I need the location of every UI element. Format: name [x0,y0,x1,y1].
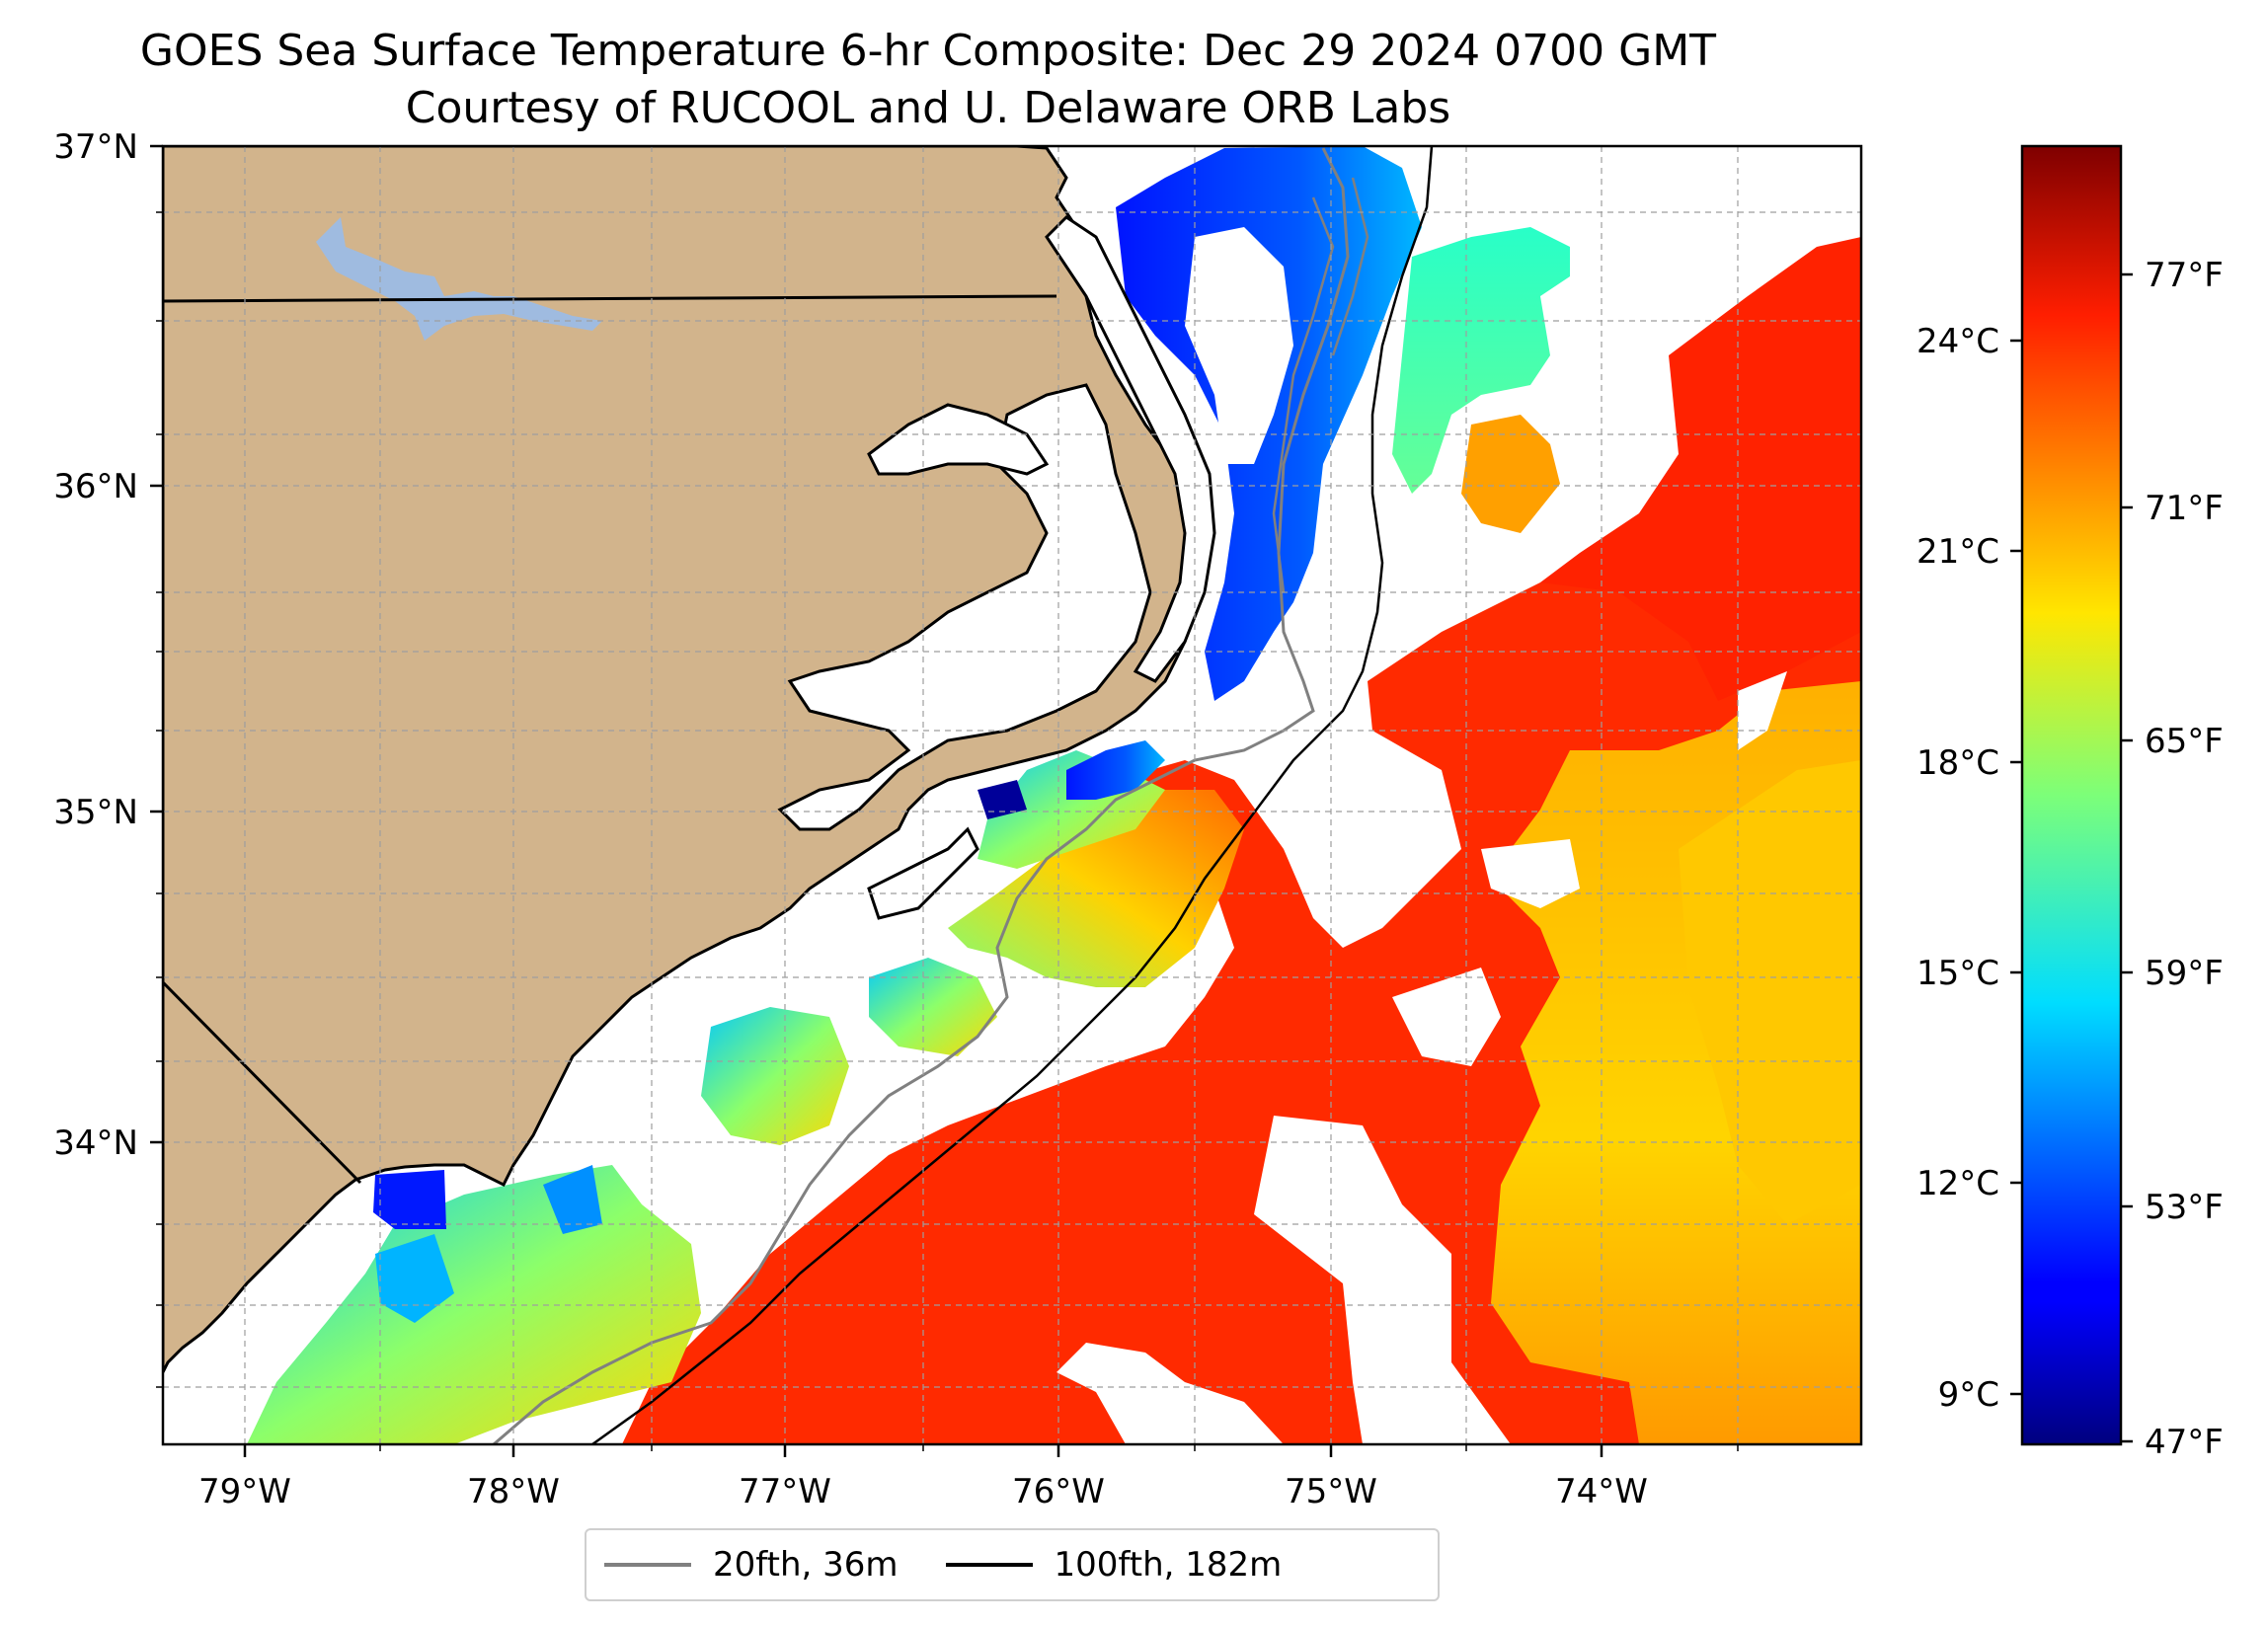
lon-label: 78°W [467,1472,560,1511]
lon-label: 77°W [739,1472,831,1511]
sst-hatteras-cold [1066,740,1165,800]
colorbar-celsius-label: 21°C [1916,532,1999,572]
lat-label: 35°N [53,793,138,832]
kerr-lake [316,217,602,341]
colorbar-fahrenheit-label: 59°F [2145,954,2224,993]
cloud-gap [1481,839,1580,908]
legend-swatch-gray [604,1563,691,1567]
colorbar [2020,144,2123,1446]
colorbar-celsius-label: 12°C [1916,1164,1999,1203]
lon-label: 79°W [198,1472,291,1511]
map-title: GOES Sea Surface Temperature 6-hr Compos… [139,26,1717,76]
colorbar-celsius-label: 24°C [1916,322,1999,361]
sst-onslow-bay [701,1007,849,1145]
map-gridlines [163,145,1861,1444]
state-border-va-nc [163,294,1057,303]
isobath-20fth-shoals [1272,177,1369,593]
state-border-nc-sc [163,980,362,1185]
isobath-20fth [493,147,1350,1444]
map-subtitle: Courtesy of RUCOOL and U. Delaware ORB L… [405,83,1451,133]
colorbar-celsius-label: 18°C [1916,743,1999,783]
sst-northeast-warm [1540,237,1861,701]
colorbar-fahrenheit-label: 71°F [2145,489,2224,528]
colorbar-fahrenheit-ticks [2121,272,2133,1443]
legend: 20fth, 36m 100fth, 182m [585,1528,1440,1601]
lon-minor-ticks [379,1444,1739,1451]
colorbar-celsius-label: 9°C [1938,1375,1999,1415]
lon-label: 74°W [1555,1472,1648,1511]
sst-long-bay-blue-2 [543,1165,602,1234]
legend-label: 20fth, 36m [713,1545,899,1585]
legend-item-100fth: 100fth, 182m [945,1545,1283,1585]
colorbar-fahrenheit-label: 47°F [2145,1423,2224,1462]
colorbar-fahrenheit-label: 53°F [2145,1188,2224,1227]
cloud-gap [1185,227,1293,464]
lat-label: 34°N [53,1123,138,1163]
legend-label: 100fth, 182m [1054,1545,1283,1585]
lat-label: 36°N [53,467,138,506]
outer-banks-barrier [1045,215,1216,683]
colorbar-celsius-ticks [2010,339,2022,1396]
sst-onslow-bay-2 [869,958,997,1056]
isobath-100fth [591,146,1434,1444]
colorbar-fahrenheit-label: 65°F [2145,722,2224,761]
lat-minor-ticks [156,211,163,1388]
colorbar-celsius-label: 15°C [1916,954,1999,993]
map-frame [161,144,1863,1446]
lon-label: 76°W [1012,1472,1105,1511]
sst-long-bay-coast [375,1234,454,1323]
legend-item-20fth: 20fth, 36m [604,1545,899,1585]
colorbar-fahrenheit-label: 77°F [2145,256,2224,295]
sst-northeast-cool [1392,227,1570,494]
legend-swatch-black [945,1563,1033,1567]
sst-northeast-orange [1461,415,1560,533]
albemarle-sound [867,403,1050,476]
lon-ticks [243,1444,1603,1457]
lon-label: 75°W [1285,1472,1377,1511]
pamlico-sound [777,383,1152,831]
map-content [163,146,1861,1444]
cloud-gap [1392,968,1501,1066]
sst-east-offshore-2 [1679,760,1861,1224]
sst-shelf-edge [948,790,1244,987]
lat-ticks [150,144,163,1144]
lat-label: 37°N [53,127,138,167]
sst-long-bay-blue [373,1170,446,1229]
sst-hatteras-deep-blue [978,780,1027,819]
